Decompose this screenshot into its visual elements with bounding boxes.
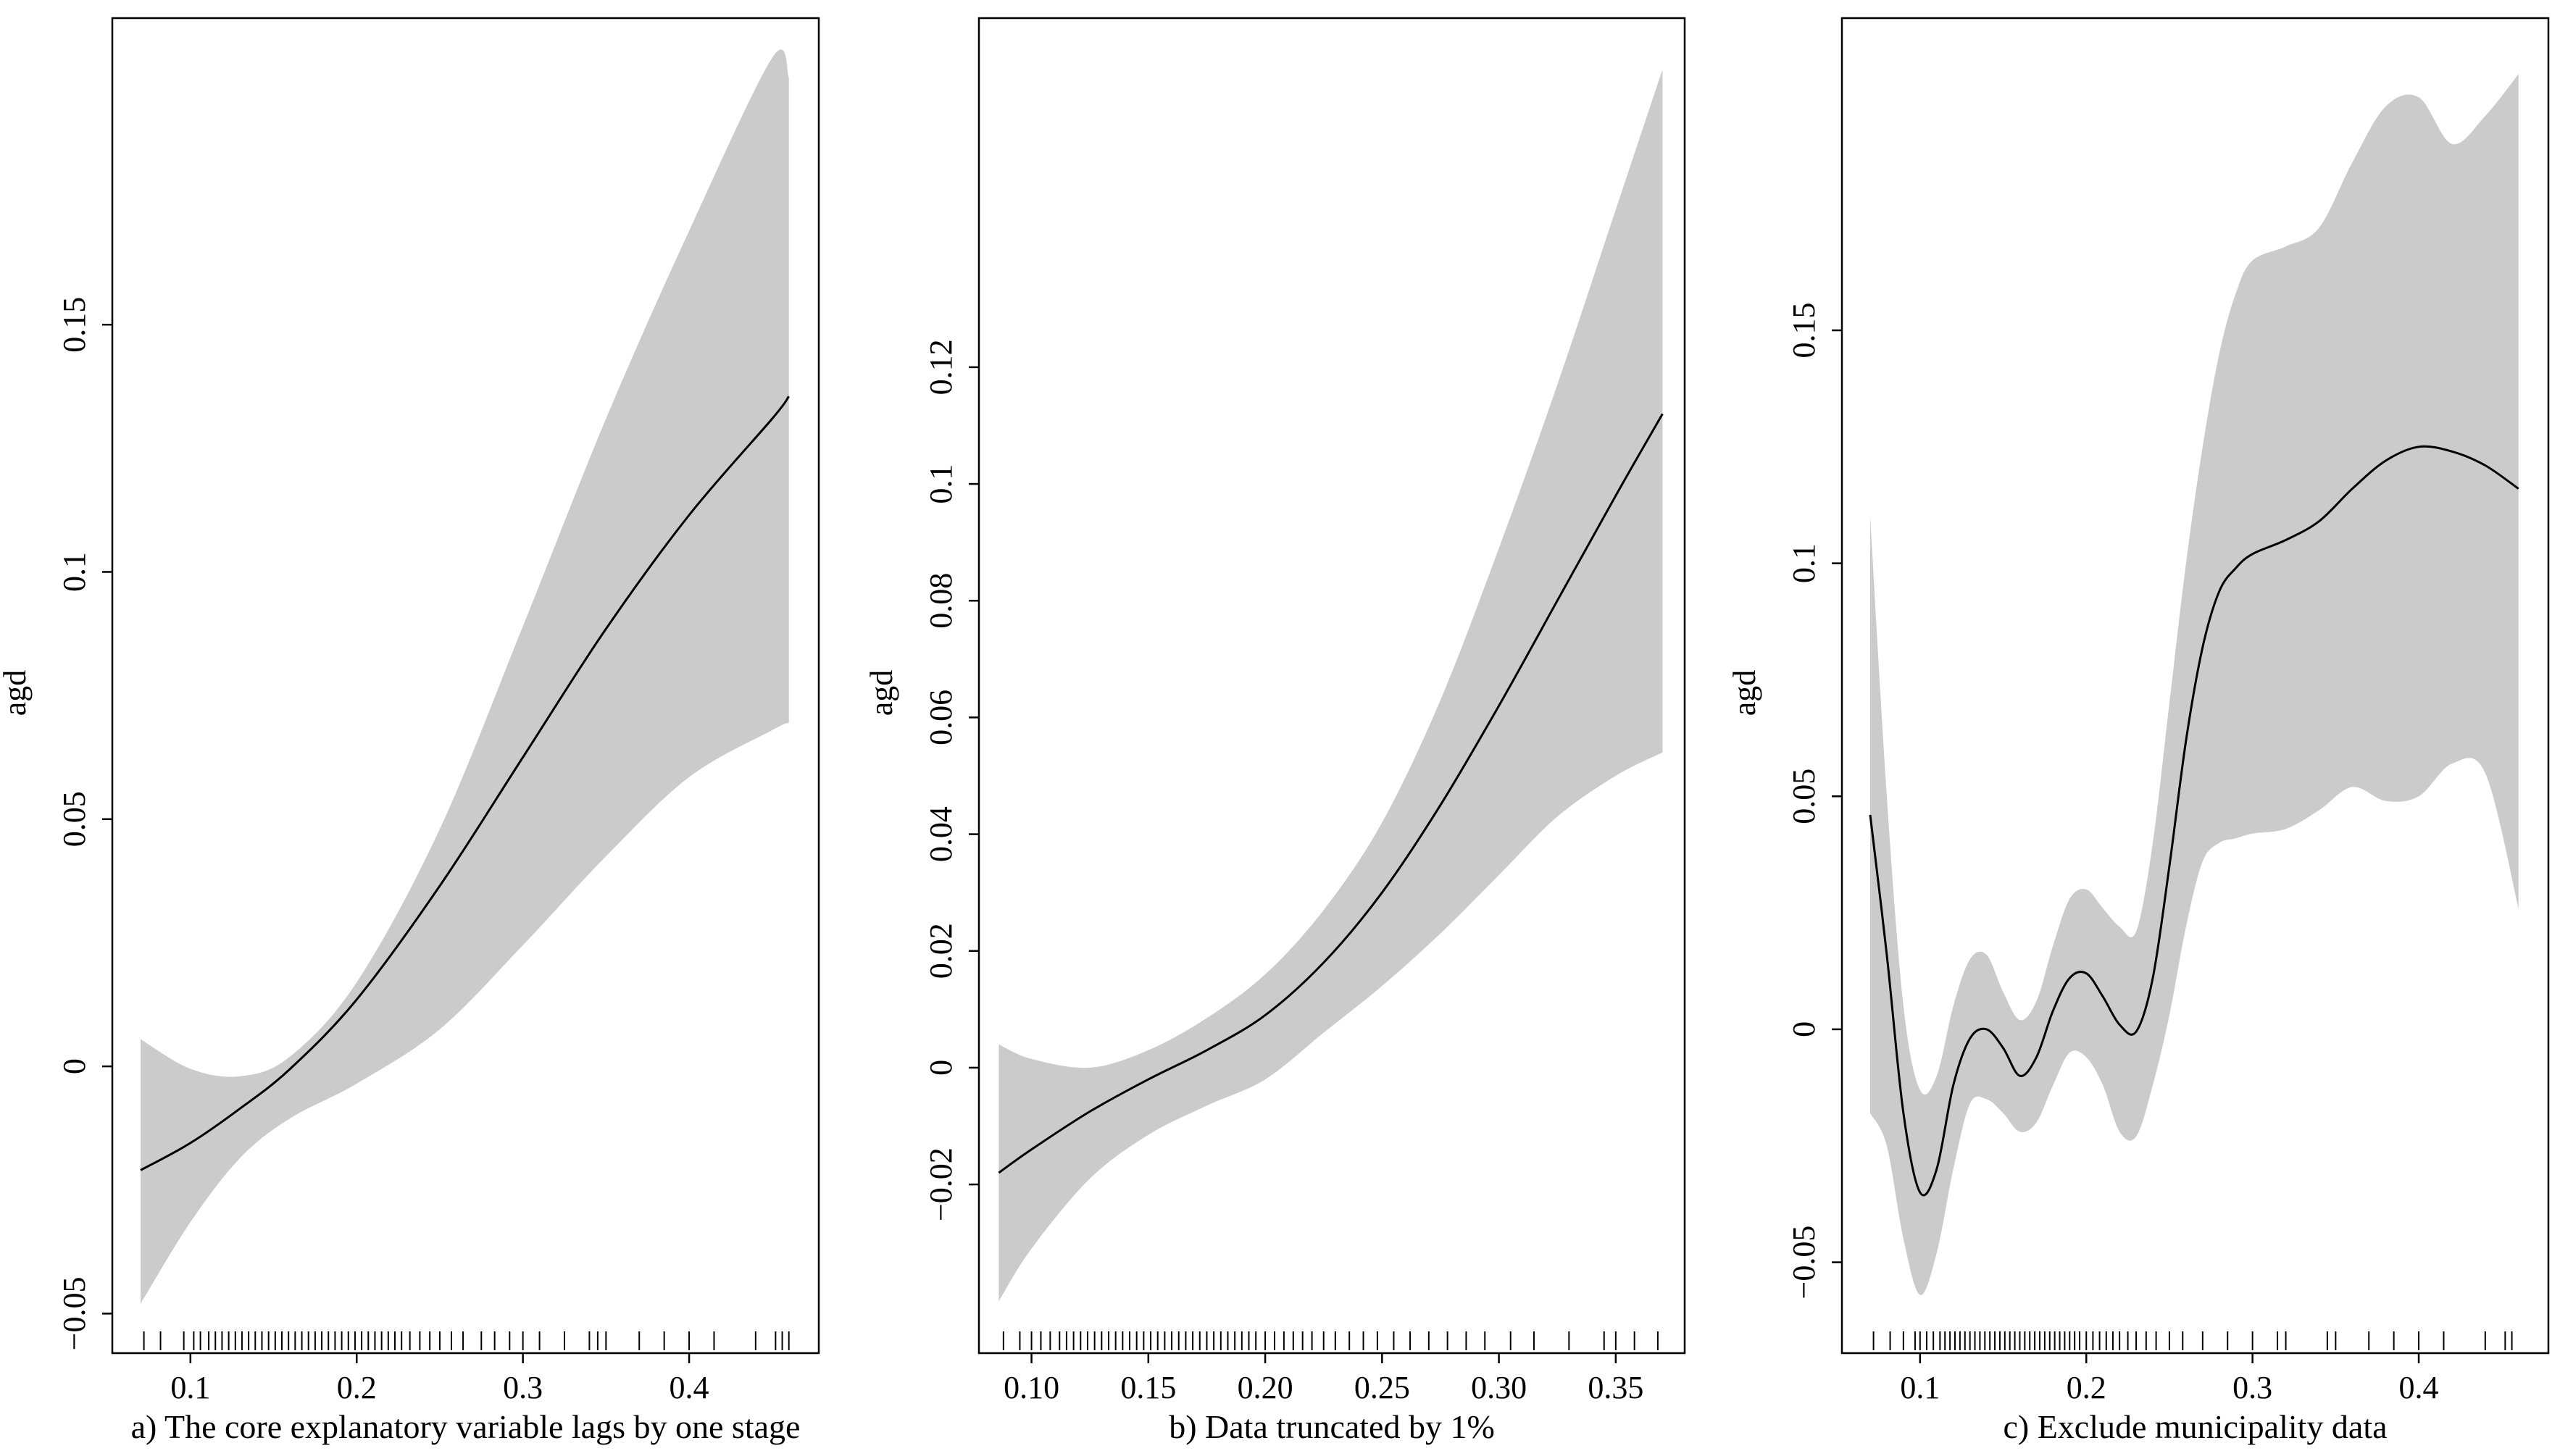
chart-panel-3: 0.1 0.2 0.3 0.4 −0.05 0 0.05 0.1 0.15 agd c) Exclu…	[1727, 17, 2550, 1445]
y-tick-label: 0.06	[923, 690, 959, 745]
x-tick-label: 0.35	[1588, 1370, 1643, 1405]
x-tick-label: 0.15	[1120, 1370, 1176, 1405]
plot-frame	[1840, 17, 2550, 1355]
y-tick-label: −0.02	[923, 1147, 959, 1221]
panel-caption: a) The core explanatory variable lags by…	[131, 1408, 801, 1445]
plot-frame	[977, 17, 1686, 1355]
y-tick-label: 0	[1786, 1021, 1822, 1037]
y-tick-label: −0.05	[57, 1276, 92, 1350]
x-tick-label: 0.25	[1354, 1370, 1410, 1405]
confidence-band	[998, 69, 1663, 1302]
panel-caption: c) Exclude municipality data	[2003, 1408, 2387, 1445]
y-axis-title: agd	[864, 670, 899, 716]
x-tick-label: 0.2	[337, 1370, 377, 1405]
fit-line	[1869, 445, 2519, 1197]
fit-line	[140, 396, 790, 1171]
x-tick-label: 0.3	[503, 1370, 543, 1405]
chart-panel-2: 0.10 0.15 0.20 0.25 0.30 0.35 −0.02 0 0.02 0.04 0.…	[864, 17, 1686, 1445]
y-tick-label: 0.02	[923, 923, 959, 979]
y-tick-label: 0.05	[57, 791, 92, 847]
x-tick-label: 0.20	[1238, 1370, 1293, 1405]
y-axis-title: agd	[0, 670, 33, 716]
y-tick-label: 0.15	[57, 297, 92, 353]
y-tick-label: 0	[57, 1058, 92, 1074]
x-tick-label: 0.30	[1471, 1370, 1527, 1405]
y-tick-label: 0.12	[923, 339, 959, 395]
rug	[143, 1331, 790, 1350]
y-tick-label: 0.08	[923, 573, 959, 629]
x-tick-label: 0.1	[170, 1370, 210, 1405]
y-tick-label: 0.1	[1786, 543, 1822, 583]
x-tick-label: 0.4	[2399, 1370, 2439, 1405]
confidence-band	[141, 49, 789, 1304]
y-tick-label: −0.05	[1786, 1226, 1822, 1300]
rug	[1872, 1331, 2513, 1350]
fit-line	[998, 413, 1664, 1174]
y-tick-label: 0.05	[1786, 769, 1822, 824]
x-tick-label: 0.3	[2232, 1370, 2272, 1405]
plot-frame	[111, 17, 820, 1355]
y-tick-label: 0.15	[1786, 302, 1822, 358]
y-tick-label: 0.1	[923, 464, 959, 504]
y-axis-title: agd	[1727, 670, 1762, 716]
x-tick-label: 0.10	[1004, 1370, 1059, 1405]
x-tick-label: 0.2	[2067, 1370, 2106, 1405]
x-tick-label: 0.1	[1900, 1370, 1940, 1405]
y-tick-label: 0	[923, 1060, 959, 1076]
chart-panel-1: 0.1 0.2 0.3 0.4 −0.05 0 0.05 0.1 0.15 agd a) The c…	[0, 17, 820, 1445]
x-tick-label: 0.4	[670, 1370, 709, 1405]
y-tick-label: 0.04	[923, 806, 959, 862]
rug	[1002, 1331, 1659, 1350]
panel-caption: b) Data truncated by 1%	[1169, 1408, 1495, 1445]
y-tick-label: 0.1	[57, 552, 92, 592]
